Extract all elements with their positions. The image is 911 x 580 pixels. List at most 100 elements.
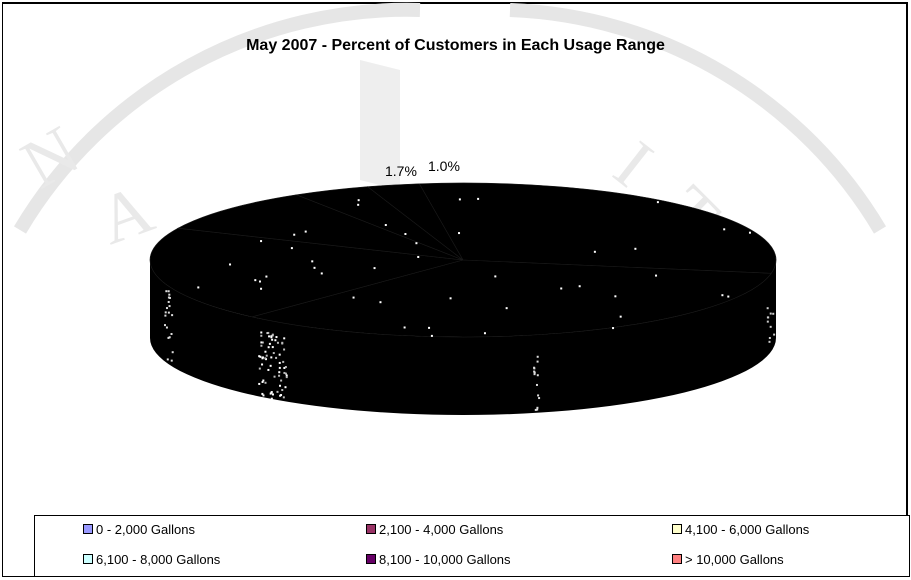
speckle	[769, 325, 772, 328]
speckle	[293, 233, 296, 236]
speckle	[283, 366, 286, 369]
speckle	[655, 274, 658, 277]
speckle	[458, 232, 461, 235]
speckle	[311, 260, 314, 263]
speckle	[766, 316, 769, 319]
speckle	[264, 357, 267, 360]
speckle	[282, 360, 285, 363]
legend-label: 8,100 - 10,000 Gallons	[379, 552, 511, 567]
legend-item: 2,100 - 4,000 Gallons	[366, 522, 503, 537]
speckle	[270, 356, 273, 359]
speckle	[357, 199, 360, 202]
speckle	[259, 355, 262, 358]
speckle	[164, 324, 167, 327]
speckle	[379, 301, 382, 304]
speckle	[278, 371, 281, 374]
speckle	[167, 311, 170, 314]
speckle	[304, 230, 307, 233]
speckle	[260, 334, 263, 337]
speckle	[428, 326, 431, 329]
legend-item: > 10,000 Gallons	[672, 552, 784, 567]
speckle	[165, 290, 168, 293]
legend-label: > 10,000 Gallons	[685, 552, 784, 567]
pie-slice	[176, 194, 464, 261]
speckle	[320, 272, 323, 275]
speckle	[494, 275, 497, 278]
speckle	[536, 374, 539, 377]
legend-label: 4,100 - 6,000 Gallons	[685, 522, 810, 537]
speckle	[273, 375, 276, 378]
legend-swatch	[366, 554, 376, 564]
speckle	[284, 372, 287, 375]
speckle	[271, 338, 274, 341]
speckle	[279, 384, 282, 387]
speckle	[357, 203, 360, 206]
speckle	[768, 336, 771, 339]
speckle	[373, 267, 376, 270]
speckle	[166, 358, 169, 361]
speckle	[560, 287, 563, 290]
speckle	[280, 379, 283, 382]
legend-swatch	[672, 554, 682, 564]
speckle	[168, 296, 171, 299]
legend-item: 6,100 - 8,000 Gallons	[83, 552, 220, 567]
speckle	[271, 393, 274, 396]
speckle	[258, 382, 261, 385]
pie-speckle-noise	[164, 197, 776, 411]
speckle	[403, 326, 406, 329]
pie-slice	[149, 227, 464, 318]
speckle	[593, 250, 596, 253]
speckle	[167, 290, 170, 293]
speckle	[260, 331, 263, 334]
speckle	[477, 197, 480, 200]
speckle	[167, 300, 170, 303]
speckle	[773, 333, 776, 336]
speckle	[167, 296, 170, 299]
pie-slice	[418, 182, 777, 274]
legend-label: 6,100 - 8,000 Gallons	[96, 552, 221, 567]
legend-item: 4,100 - 6,000 Gallons	[672, 522, 809, 537]
speckle	[168, 293, 171, 296]
speckle	[404, 233, 407, 236]
speckle	[533, 367, 536, 370]
speckle	[748, 231, 751, 234]
speckle	[254, 279, 257, 282]
speckle	[268, 335, 271, 338]
speckle	[313, 266, 316, 269]
speckle	[415, 242, 418, 245]
speckle	[164, 314, 167, 317]
speckle	[536, 360, 539, 363]
speckle	[274, 339, 277, 342]
speckle	[483, 332, 486, 335]
speckle	[458, 198, 461, 201]
speckle	[612, 327, 615, 330]
speckle	[278, 366, 281, 369]
speckle	[197, 286, 200, 289]
speckle	[168, 305, 171, 308]
speckle	[258, 367, 261, 370]
speckle	[533, 371, 536, 374]
speckle	[271, 334, 274, 337]
speckle	[619, 315, 622, 318]
speckle	[772, 312, 775, 315]
chart-title: May 2007 - Percent of Customers in Each …	[246, 37, 665, 54]
speckle	[262, 394, 265, 397]
data-label: 1.7%	[385, 163, 417, 179]
speckle	[284, 386, 287, 389]
speckle	[535, 383, 538, 386]
speckle	[430, 334, 433, 337]
speckle	[283, 337, 286, 340]
speckle	[536, 406, 539, 409]
speckle	[165, 307, 168, 310]
speckle	[505, 307, 508, 310]
speckle	[260, 240, 263, 243]
speckle	[278, 361, 281, 364]
speckle	[260, 287, 263, 290]
speckle	[283, 371, 286, 374]
speckle	[768, 340, 771, 343]
legend-swatch	[83, 554, 93, 564]
speckle	[267, 368, 270, 371]
speckle	[766, 307, 769, 310]
legend-item: 8,100 - 10,000 Gallons	[366, 552, 511, 567]
